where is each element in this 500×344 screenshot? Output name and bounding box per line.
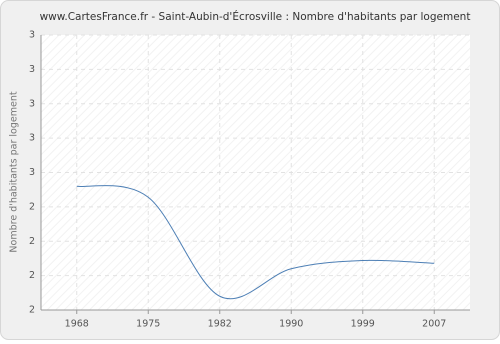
x-tick-label: 1982 — [208, 319, 232, 330]
x-tick-label: 2007 — [422, 319, 446, 330]
y-axis-label: Nombre d'habitants par logement — [9, 91, 20, 252]
y-tick-label: 2 — [29, 270, 35, 281]
y-tick-label: 3 — [29, 98, 35, 109]
plot-area — [41, 35, 470, 310]
chart-title: www.CartesFrance.fr - Saint-Aubin-d'Écro… — [40, 10, 471, 23]
y-tick-label: 3 — [29, 133, 35, 144]
y-tick-label: 2 — [29, 201, 35, 212]
y-tick-label: 3 — [29, 30, 35, 41]
x-tick-label: 1990 — [279, 319, 303, 330]
y-tick-label: 3 — [29, 167, 35, 178]
x-tick-label: 1975 — [136, 319, 160, 330]
data-line — [76, 185, 435, 300]
y-tick-label: 2 — [29, 305, 35, 316]
y-tick-label: 3 — [29, 64, 35, 75]
x-tick-label: 1999 — [351, 319, 375, 330]
x-tick-label: 1968 — [65, 319, 89, 330]
y-tick-label: 2 — [29, 236, 35, 247]
